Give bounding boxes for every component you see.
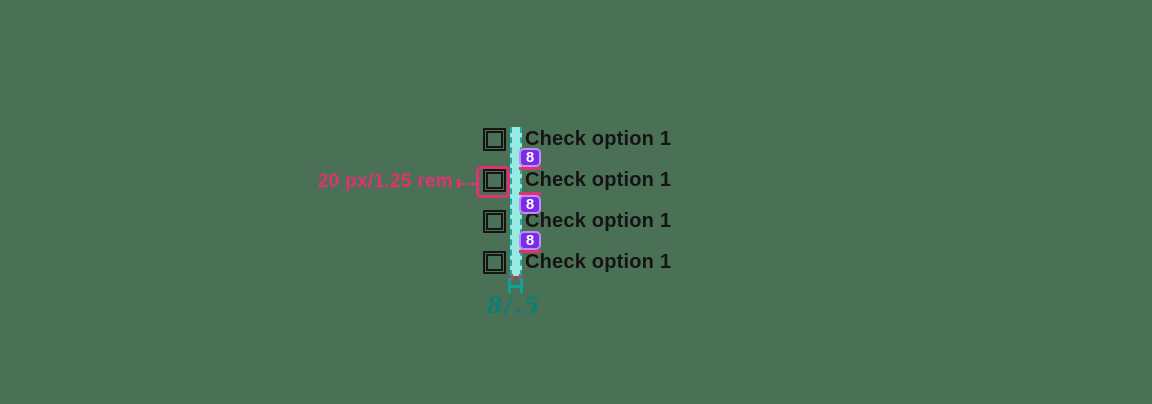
- checkbox-inner-border: [486, 254, 503, 271]
- checkbox-inner-border: [486, 213, 503, 230]
- checkbox-label: Check option 1: [525, 210, 672, 232]
- gap-edge-mark: [519, 250, 541, 253]
- checkbox-label: Check option 1: [525, 169, 672, 191]
- checkbox-label: Check option 1: [525, 128, 672, 150]
- gap-edge-mark: [519, 192, 541, 195]
- width-marker-icon: [509, 284, 521, 288]
- gap-edge-mark: [519, 167, 541, 170]
- gap-width-annotation: 8/.5: [487, 293, 542, 319]
- checkbox-row-4: Check option 1: [483, 251, 671, 274]
- checkbox-icon[interactable]: [483, 169, 506, 192]
- row-gap-badge: 8: [519, 148, 541, 167]
- checkbox-icon[interactable]: [483, 251, 506, 274]
- checkbox-row-3: Check option 1: [483, 210, 671, 233]
- measured-checkbox-outline: [476, 166, 510, 198]
- bar-end-tick: [510, 274, 513, 281]
- checkbox-row-2: Check option 1: [483, 169, 671, 192]
- checkbox-label: Check option 1: [525, 251, 672, 273]
- width-marker-icon: [519, 278, 523, 293]
- checkbox-icon[interactable]: [483, 128, 506, 151]
- leader-line-segment: [468, 182, 478, 185]
- row-gap-badge: 8: [519, 231, 541, 250]
- checkbox-row-1: Check option 1: [483, 128, 671, 151]
- size-annotation-text: 20 px/1.25 rem: [317, 171, 453, 192]
- bar-end-tick: [518, 274, 521, 281]
- leader-line-segment: [457, 182, 465, 185]
- checkbox-inner-border: [486, 131, 503, 148]
- row-gap-badge: 8: [519, 195, 541, 214]
- checkbox-icon[interactable]: [483, 210, 506, 233]
- checkbox-inner-border: [486, 172, 503, 189]
